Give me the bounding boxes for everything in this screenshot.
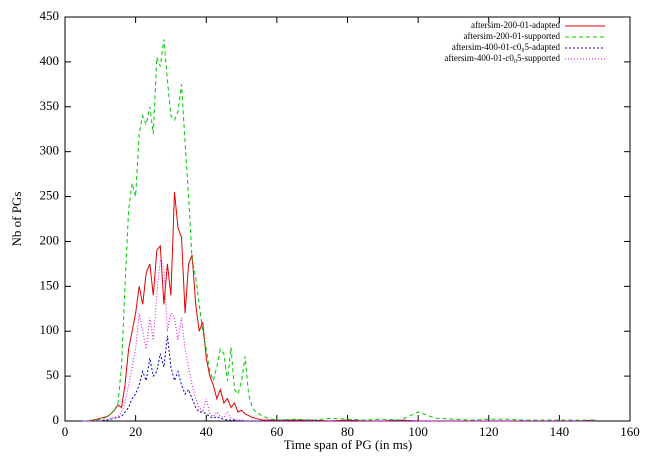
x-tick-label: 40: [200, 424, 213, 439]
y-tick-label: 450: [40, 8, 60, 23]
x-tick-label: 0: [62, 424, 69, 439]
legend-label: aftersim-200-01-adapted: [471, 20, 560, 30]
legend-label: aftersim-400-01-c0₀5-adapted: [452, 42, 561, 52]
series-line: [82, 39, 595, 422]
y-tick-label: 200: [40, 232, 60, 247]
y-tick-label: 350: [40, 98, 60, 113]
y-tick-label: 100: [40, 322, 60, 337]
x-tick-label: 160: [620, 424, 640, 439]
legend-label: aftersim-200-01-supported: [464, 31, 561, 41]
x-axis-label: Time span of PG (in ms): [284, 437, 412, 452]
x-tick-label: 20: [129, 424, 142, 439]
x-tick-label: 80: [341, 424, 354, 439]
y-tick-label: 150: [40, 277, 60, 292]
y-tick-label: 50: [46, 367, 59, 382]
y-tick-label: 0: [53, 412, 60, 427]
series-line: [82, 192, 595, 422]
x-tick-label: 60: [270, 424, 283, 439]
y-tick-label: 250: [40, 188, 60, 203]
legend-label: aftersim-400-01-c0₀5-supported: [444, 53, 560, 63]
series-line: [82, 259, 595, 422]
x-tick-label: 120: [479, 424, 499, 439]
y-tick-label: 400: [40, 53, 60, 68]
x-tick-label: 100: [408, 424, 428, 439]
series-line: [82, 335, 595, 422]
x-tick-label: 140: [550, 424, 570, 439]
y-axis-label: Nb of PGs: [9, 192, 24, 247]
y-tick-label: 300: [40, 143, 60, 158]
